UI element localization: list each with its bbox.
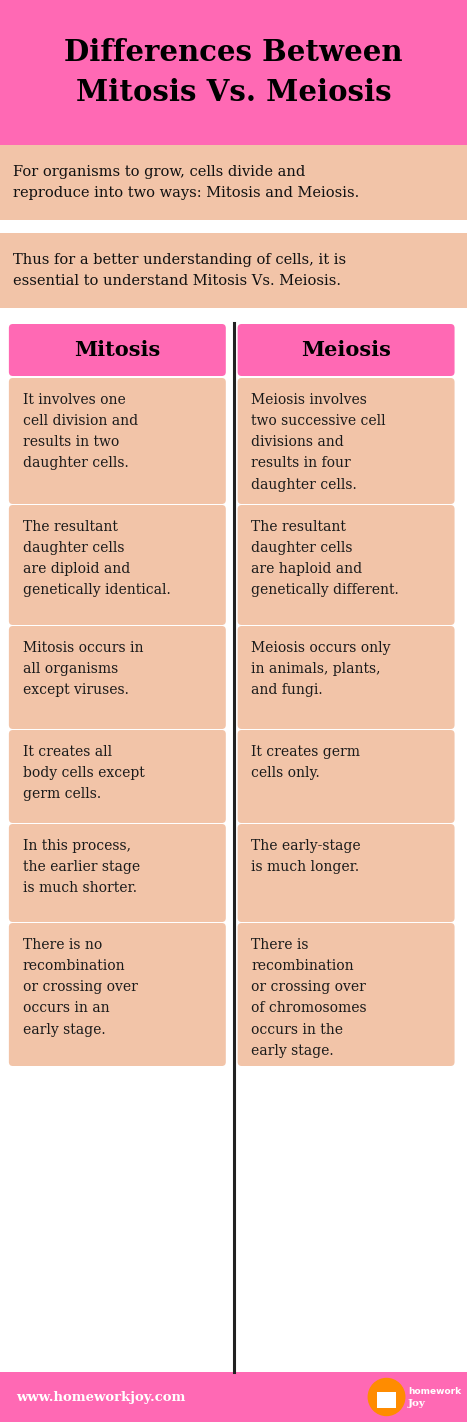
Text: Differences Between
Mitosis Vs. Meiosis: Differences Between Mitosis Vs. Meiosis: [64, 38, 403, 107]
FancyBboxPatch shape: [0, 1372, 467, 1422]
Text: In this process,
the earlier stage
is much shorter.: In this process, the earlier stage is mu…: [23, 839, 140, 896]
FancyBboxPatch shape: [0, 0, 467, 145]
Text: Meiosis involves
two successive cell
divisions and
results in four
daughter cell: Meiosis involves two successive cell div…: [251, 392, 386, 492]
FancyBboxPatch shape: [9, 729, 226, 823]
Circle shape: [368, 1378, 405, 1415]
Text: Meiosis occurs only
in animals, plants,
and fungi.: Meiosis occurs only in animals, plants, …: [251, 641, 391, 697]
FancyBboxPatch shape: [0, 233, 467, 309]
FancyBboxPatch shape: [377, 1392, 396, 1408]
FancyBboxPatch shape: [9, 505, 226, 626]
FancyBboxPatch shape: [9, 823, 226, 921]
FancyBboxPatch shape: [237, 626, 455, 729]
Text: For organisms to grow, cells divide and
reproduce into two ways: Mitosis and Mei: For organisms to grow, cells divide and …: [13, 165, 359, 199]
FancyBboxPatch shape: [237, 923, 455, 1066]
Text: www.homeworkjoy.com: www.homeworkjoy.com: [16, 1391, 185, 1404]
Text: Joy: Joy: [408, 1398, 426, 1408]
FancyBboxPatch shape: [9, 378, 226, 503]
Text: Mitosis: Mitosis: [74, 340, 161, 360]
FancyBboxPatch shape: [237, 505, 455, 626]
Text: Meiosis: Meiosis: [301, 340, 391, 360]
Text: It creates all
body cells except
germ cells.: It creates all body cells except germ ce…: [23, 745, 145, 802]
FancyBboxPatch shape: [237, 378, 455, 503]
Text: There is
recombination
or crossing over
of chromosomes
occurs in the
early stage: There is recombination or crossing over …: [251, 939, 367, 1058]
FancyBboxPatch shape: [0, 145, 467, 220]
Text: The resultant
daughter cells
are haploid and
genetically different.: The resultant daughter cells are haploid…: [251, 520, 399, 597]
Text: The resultant
daughter cells
are diploid and
genetically identical.: The resultant daughter cells are diploid…: [23, 520, 171, 597]
Text: homework: homework: [408, 1386, 461, 1395]
FancyBboxPatch shape: [237, 729, 455, 823]
FancyBboxPatch shape: [9, 923, 226, 1066]
Text: Thus for a better understanding of cells, it is
essential to understand Mitosis : Thus for a better understanding of cells…: [13, 253, 346, 287]
FancyBboxPatch shape: [237, 823, 455, 921]
FancyBboxPatch shape: [9, 626, 226, 729]
FancyBboxPatch shape: [237, 324, 455, 375]
Text: Mitosis occurs in
all organisms
except viruses.: Mitosis occurs in all organisms except v…: [23, 641, 143, 697]
Text: It creates germ
cells only.: It creates germ cells only.: [251, 745, 360, 781]
Text: It involves one
cell division and
results in two
daughter cells.: It involves one cell division and result…: [23, 392, 138, 471]
FancyBboxPatch shape: [9, 324, 226, 375]
Text: There is no
recombination
or crossing over
occurs in an
early stage.: There is no recombination or crossing ov…: [23, 939, 137, 1037]
Text: The early-stage
is much longer.: The early-stage is much longer.: [251, 839, 361, 875]
